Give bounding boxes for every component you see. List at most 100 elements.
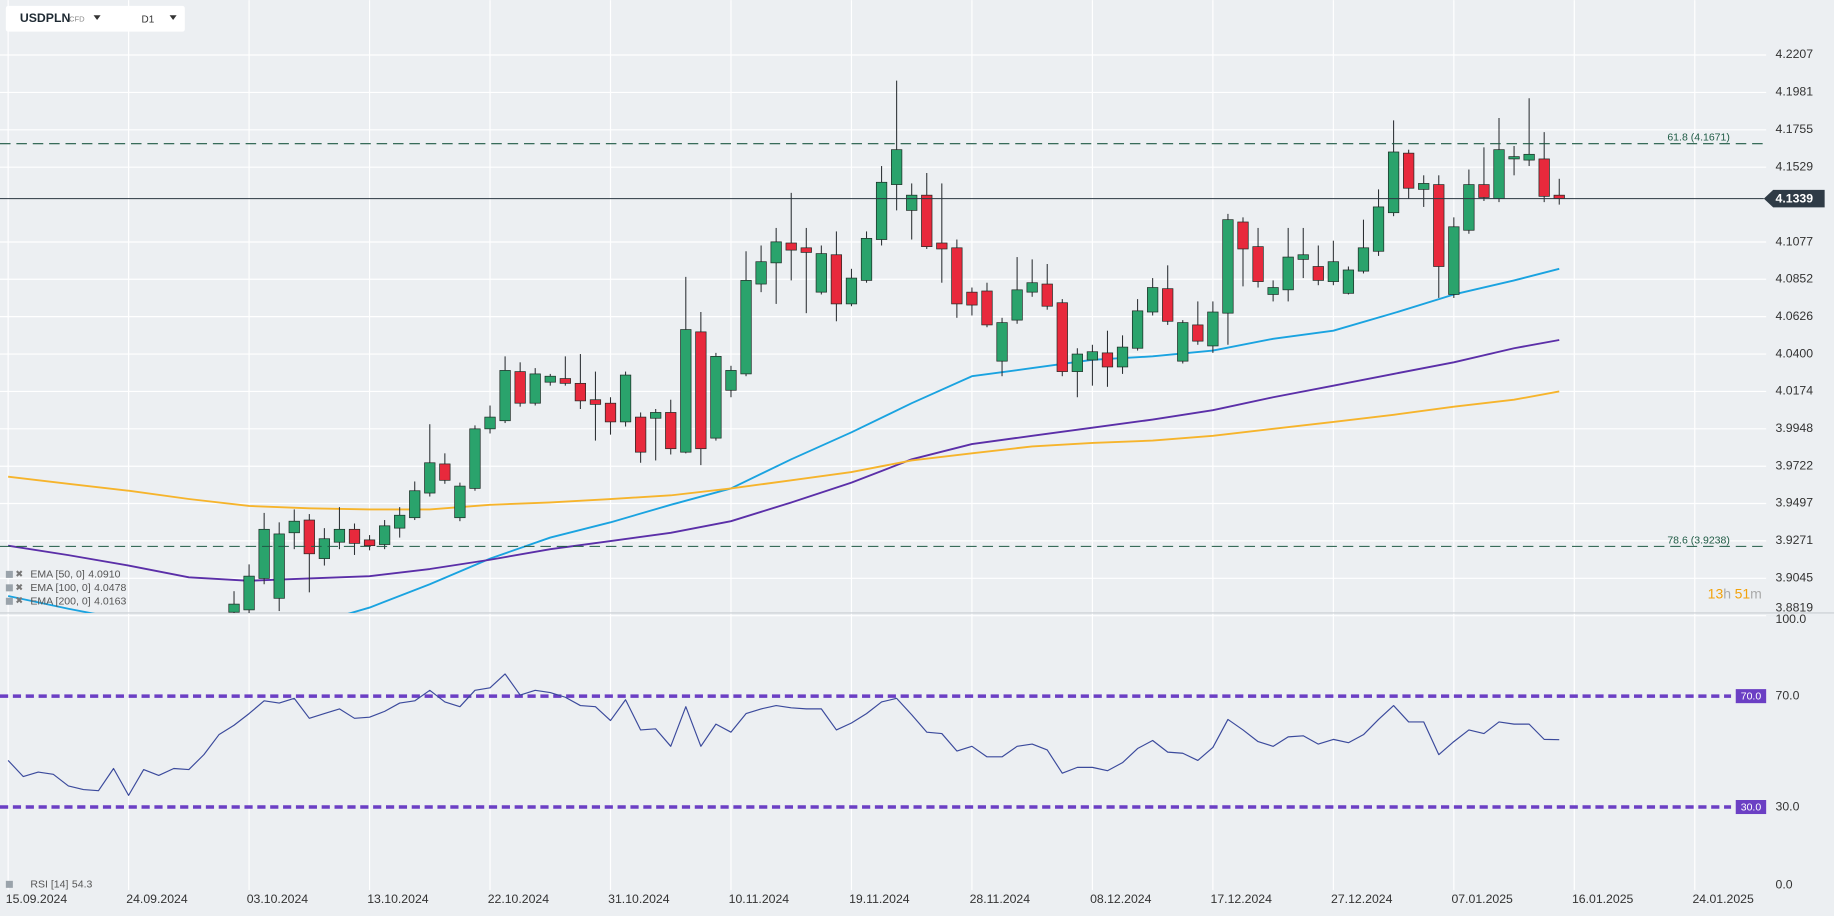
x-tick-label: 13.10.2024: [367, 892, 429, 906]
last-price-label: 4.1339: [1776, 191, 1814, 205]
y-tick-label: 3.8819: [1776, 601, 1814, 615]
y-tick-label: 3.9497: [1776, 496, 1814, 510]
candle-body: [243, 575, 255, 611]
candle-body: [1342, 269, 1355, 294]
legend-name: RSI [14]: [30, 878, 68, 890]
candle-body: [936, 242, 948, 250]
x-tick-label: 16.01.2025: [1572, 892, 1634, 906]
dropdown-arrow[interactable]: [93, 15, 101, 20]
x-tick-label: 07.01.2025: [1451, 892, 1513, 906]
legend-entry: EMA [50, 0] 4.0910: [30, 568, 120, 580]
candle-body: [1508, 156, 1520, 160]
candle-body: [1177, 322, 1189, 362]
grid: [0, 0, 1767, 891]
candle-body: [695, 331, 707, 450]
candle-body: [529, 373, 541, 404]
candle-body: [514, 371, 526, 404]
candle-body: [1493, 149, 1505, 200]
candle-body: [815, 253, 827, 293]
candle-body: [951, 247, 963, 305]
y-tick-label: 3.9722: [1776, 458, 1814, 472]
timer-minutes: 51: [1735, 585, 1751, 601]
candle-body: [1237, 221, 1249, 250]
legend-icon: [5, 584, 13, 592]
candle-body: [981, 290, 993, 326]
x-tick-label: 24.01.2025: [1692, 892, 1754, 906]
rsi-level-label: 70.0: [1741, 691, 1762, 703]
y-tick-label: 4.2207: [1776, 47, 1814, 61]
ema-line: [8, 390, 1560, 511]
candle-body: [1448, 226, 1460, 295]
candle-body: [845, 277, 858, 305]
legend-value: 4.0163: [94, 595, 126, 607]
toolbar-box: [5, 5, 185, 32]
candle-body: [604, 402, 617, 423]
y-tick-label: 3.9045: [1776, 571, 1814, 585]
candle-body: [544, 375, 556, 383]
y-tick-label: 3.9948: [1776, 421, 1814, 435]
y-tick-label: 4.1077: [1776, 234, 1814, 248]
rsi-tick-label: 70.0: [1776, 688, 1800, 702]
candle-body: [1086, 351, 1099, 361]
candle-body: [348, 528, 361, 544]
candle-body: [288, 520, 300, 534]
candle-body: [1222, 219, 1234, 314]
candle-body: [830, 254, 843, 305]
timer-unit: h: [1723, 585, 1731, 601]
candle-body: [1041, 283, 1053, 307]
legend-icon: [5, 597, 13, 605]
x-tick-label: 03.10.2024: [247, 892, 309, 906]
rsi-tick-label: 30.0: [1776, 799, 1800, 813]
rsi-tick-label: 0.0: [1776, 878, 1793, 892]
candle-body: [228, 603, 240, 613]
x-tick-label: 31.10.2024: [608, 892, 670, 906]
overlay: 15.09.2024 24.09.2024 03.10.2024 13.10.2024…: [0, 47, 1825, 906]
rsi-level-badge: [1735, 689, 1767, 704]
candle-timer: 13h 51m: [1708, 585, 1762, 601]
legend-value: 54.3: [72, 878, 93, 890]
rsi-line: [7, 673, 1560, 796]
symbol-selector[interactable]: USDPLN CFD D1: [5, 5, 185, 32]
candle-body: [1433, 184, 1445, 267]
legend-entry: EMA [200, 0] 4.0163: [30, 595, 126, 607]
candle-body: [619, 374, 632, 423]
timeframe[interactable]: D1: [142, 15, 155, 26]
candle-body: [860, 238, 873, 281]
candle-body: [966, 291, 978, 306]
x-tick-label: 22.10.2024: [488, 892, 550, 906]
x-tick-label: 10.11.2024: [729, 892, 790, 906]
candle-body: [785, 242, 797, 251]
last-price-badge: [1763, 189, 1825, 208]
candle-body: [1282, 256, 1294, 291]
candle-body: [1071, 353, 1083, 372]
candle-body: [755, 261, 767, 285]
y-tick-label: 4.1529: [1776, 159, 1814, 173]
x-tick-label: 08.12.2024: [1090, 892, 1152, 906]
x-tick-label: 17.12.2024: [1211, 892, 1273, 906]
x-tick-label: 27.12.2024: [1331, 892, 1393, 906]
candle-body: [1538, 158, 1550, 197]
y-tick-label: 4.0852: [1776, 271, 1814, 285]
candle-body: [1418, 183, 1430, 190]
candle-body: [1101, 352, 1114, 368]
ema-line: [7, 267, 1560, 613]
candle-body: [710, 356, 722, 439]
rsi-level-badge: [1735, 800, 1767, 815]
candle-body: [1056, 302, 1068, 372]
legend-icon: [5, 570, 13, 578]
candle-body: [1387, 151, 1400, 214]
candle-body: [1478, 184, 1490, 198]
candle-body: [1523, 153, 1535, 161]
candle-body: [394, 514, 406, 529]
candle-body: [740, 280, 752, 375]
symbol: USDPLN: [20, 11, 71, 25]
candle-body: [906, 194, 918, 211]
candle-body: [665, 412, 677, 450]
candle-body: [1267, 287, 1279, 295]
candle-body: [273, 533, 285, 599]
candle-body: [1327, 261, 1339, 282]
dropdown-arrow[interactable]: [169, 15, 177, 20]
legend-icon: [5, 880, 13, 888]
y-tick-label: 4.0400: [1776, 346, 1814, 360]
candle-body: [258, 528, 270, 579]
